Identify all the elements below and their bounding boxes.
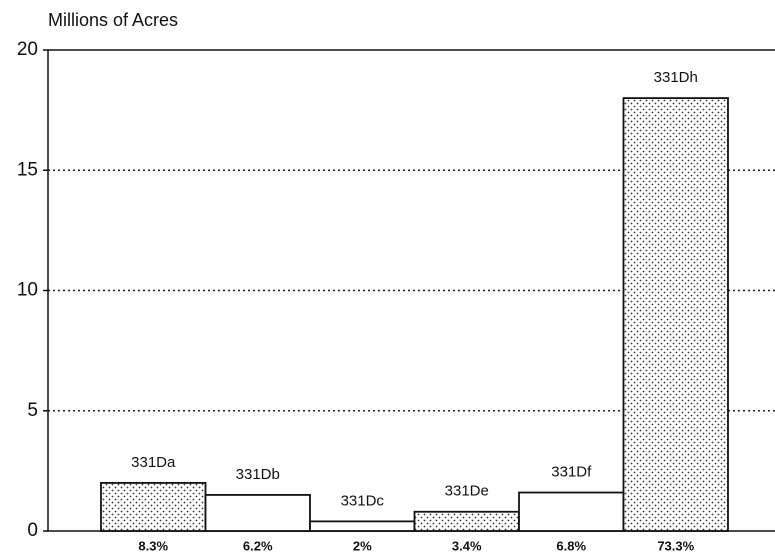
bar: [100, 481, 207, 532]
x-tick-label: 6.8%: [556, 538, 586, 553]
y-tick-label: 0: [27, 520, 38, 541]
y-axis-label: Millions of Acres: [48, 10, 178, 30]
x-tick-label: 2%: [353, 538, 372, 553]
x-tick-label: 8.3%: [138, 538, 168, 553]
bar-label: 331Dh: [654, 69, 698, 86]
bar-label: 331Df: [551, 463, 592, 480]
bar-label: 331Da: [131, 454, 176, 471]
bar-label: 331Dc: [341, 492, 385, 509]
y-tick-label: 5: [27, 400, 38, 421]
bar: [518, 491, 625, 532]
bar: [622, 97, 729, 532]
bar: [204, 494, 311, 532]
y-tick-label: 10: [17, 280, 38, 301]
x-tick-label: 6.2%: [243, 538, 273, 553]
y-tick-label: 20: [17, 39, 38, 60]
bar-label: 331Db: [236, 466, 280, 483]
x-tick-label: 3.4%: [452, 538, 482, 553]
y-tick-label: 15: [17, 159, 38, 180]
x-tick-label: 73.3%: [657, 538, 694, 553]
bar: [309, 520, 416, 532]
bar: [413, 510, 520, 532]
bar-label: 331De: [445, 483, 489, 500]
